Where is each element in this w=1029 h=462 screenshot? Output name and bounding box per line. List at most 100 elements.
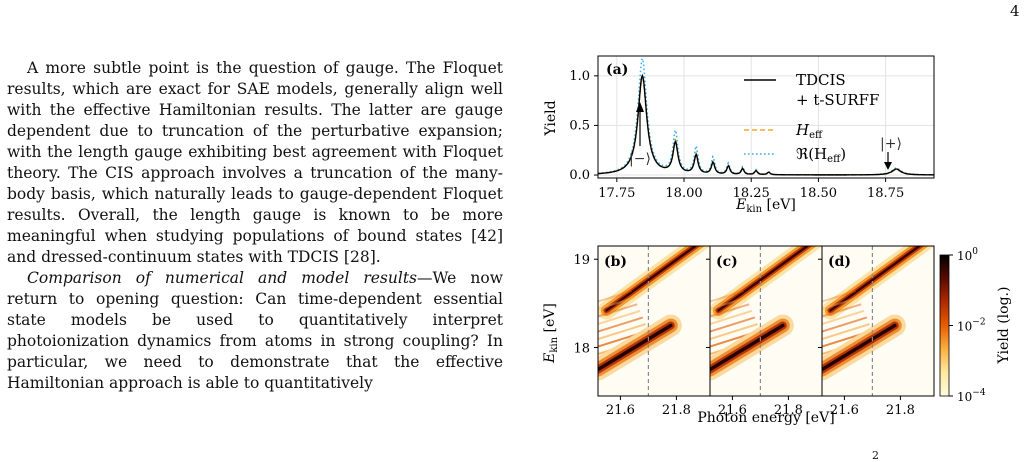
fringe-4 (598, 316, 644, 333)
fringe-4 (710, 316, 756, 333)
arrow-plus-head (884, 162, 892, 170)
panels-bcd-xlabel: Photon energy [eV] (697, 410, 834, 426)
upper-branch-band-3 (717, 246, 810, 312)
panel-a-annotations: |−⟩ |+⟩ (629, 102, 902, 170)
legend-heff-main: H (795, 121, 810, 139)
panels-bcd: (b) (c) (d) 21.6 21.8 18 19 21.6 21.8 21.6 21.8 E… (542, 245, 1012, 426)
colorbar-tick-base-0: 10 (957, 249, 972, 263)
hm-x-tick-label-0-1: 21.8 (662, 403, 691, 418)
panel-a-xlabel-unit: [eV] (762, 197, 796, 213)
panel-a: 17.75 18.00 18.25 18.50 18.75 0.0 0.5 1.0 (a) Y… (543, 55, 935, 215)
fringe-0 (598, 290, 632, 303)
colorbar-tick-label-2: 10−4 (957, 388, 986, 404)
fringe-2 (598, 303, 638, 318)
fringe-5 (710, 323, 758, 341)
legend-text-heff: Heff (795, 121, 823, 141)
x-tick-label-3: 18.50 (800, 186, 837, 201)
panels-bcd-ylabel-main: E (542, 353, 558, 364)
series-line-0 (597, 73, 934, 176)
heatmap-frame-2 (821, 245, 935, 397)
figure: 17.75 18.00 18.25 18.50 18.75 0.0 0.5 1.0 (a) Y… (530, 48, 1022, 452)
legend-reheff-tail: ) (840, 145, 846, 163)
panel-a-curves (597, 56, 934, 176)
legend-text-reheff: ℜ(Heff) (796, 145, 846, 165)
fringe-5 (598, 323, 646, 341)
hm-x-tick-label-1-1: 21.8 (774, 403, 803, 418)
fringe-2 (710, 303, 750, 318)
body-text-column: A more subtle point is the question of g… (7, 58, 503, 394)
colorbar-tick-exp-1: −2 (972, 318, 985, 328)
upper-branch-band-3 (605, 246, 698, 312)
page-number: 4 (1010, 2, 1020, 20)
panel-a-xlabel-sub: kin (746, 204, 762, 215)
colorbar-tick-label-0: 100 (957, 247, 978, 263)
panels-bcd-ylabel-sub: kin (549, 336, 560, 352)
lower-branch-band-3 (598, 323, 673, 372)
fringe-1 (710, 296, 747, 311)
fringe-1 (598, 296, 635, 311)
fringe-4 (822, 316, 868, 333)
panel-a-ylabel: Yield (543, 100, 559, 136)
panel-a-frame (597, 55, 935, 179)
x-tick-label-4: 18.75 (867, 186, 904, 201)
annotation-minus-state: |−⟩ (629, 151, 651, 167)
colorbar-tick-base-1: 10 (957, 320, 972, 334)
hm-x-tick-label-1-0: 21.6 (718, 403, 747, 418)
figure-svg: 17.75 18.00 18.25 18.50 18.75 0.0 0.5 1.0 (a) Y… (542, 55, 1012, 426)
panels-bcd-ylabel: Ekin [eV] (542, 303, 560, 364)
heatmap-2 (822, 246, 934, 396)
annotation-plus-state: |+⟩ (880, 136, 902, 152)
x-tick-label-2: 18.25 (733, 186, 770, 201)
panel-a-ticks: 17.75 18.00 18.25 18.50 18.75 0.0 0.5 1.0 (569, 69, 904, 201)
caption-fragment: 2 (872, 449, 879, 462)
paragraph-heading: Comparison of numerical and model result… (27, 269, 417, 287)
colorbar-tick-exp-0: 0 (972, 247, 978, 257)
lower-branch-band-3 (710, 323, 785, 372)
panel-a-xlabel-main: E (735, 197, 746, 213)
upper-branch-band-3 (829, 246, 922, 312)
legend-reheff-sub: eff (827, 154, 841, 165)
legend-text-tdcis-1: TDCIS (796, 71, 846, 89)
hm-x-tick-label-2-1: 21.8 (886, 403, 915, 418)
hm-x-tick-label-0-0: 21.6 (606, 403, 635, 418)
x-tick-label-0: 17.75 (598, 186, 635, 201)
heatmap-1 (710, 246, 822, 396)
y-tick-label-1: 0.5 (569, 118, 590, 133)
legend-text-tdcis-2: + t-SURFF (796, 91, 879, 109)
legend-reheff-main: ℜ(H (796, 145, 827, 163)
paragraph-gauge: A more subtle point is the question of g… (7, 59, 503, 266)
fringe-2 (822, 303, 862, 318)
lower-branch-band-3 (822, 323, 897, 372)
heatmap-0 (598, 246, 710, 396)
colorbar-label: Yield (log.) (996, 287, 1012, 365)
fringe-3 (710, 309, 753, 326)
y-tick-label-0: 0.0 (569, 168, 590, 183)
hm-x-tick-label-2-0: 21.6 (830, 403, 859, 418)
fringe-5 (822, 323, 870, 341)
legend-heff-sub: eff (809, 130, 823, 141)
panel-label-2: (d) (828, 254, 851, 270)
fringe-3 (822, 309, 865, 326)
paragraph-comparison: Comparison of numerical and model result… (7, 268, 503, 394)
colorbar-tick-base-2: 10 (957, 390, 972, 404)
fringe-0 (710, 290, 744, 303)
panel-label-0: (b) (604, 254, 627, 270)
hm-y-tick-label-0: 18 (573, 341, 590, 356)
x-tick-label-1: 18.00 (665, 186, 702, 201)
colorbar-strip (939, 254, 950, 397)
hm-y-tick-label-1: 19 (573, 253, 590, 268)
panel-a-xlabel: Ekin [eV] (735, 197, 796, 215)
panel-a-label: (a) (606, 62, 628, 78)
panel-label-1: (c) (716, 254, 738, 270)
panel-a-legend: TDCIS + t-SURFF Heff ℜ(Heff) (744, 71, 879, 165)
fringe-3 (598, 309, 641, 326)
fringe-0 (822, 290, 856, 303)
heatmap-panels: (b) (c) (d) (597, 245, 935, 397)
colorbar-tick-exp-2: −4 (972, 388, 986, 398)
paragraph-body: —We now return to opening question: Can … (7, 269, 503, 392)
panels-bcd-ticks: 21.6 21.8 18 19 21.6 21.8 21.6 21.8 (573, 253, 914, 418)
arrow-minus-head (636, 102, 644, 112)
y-tick-label-2: 1.0 (569, 69, 590, 84)
